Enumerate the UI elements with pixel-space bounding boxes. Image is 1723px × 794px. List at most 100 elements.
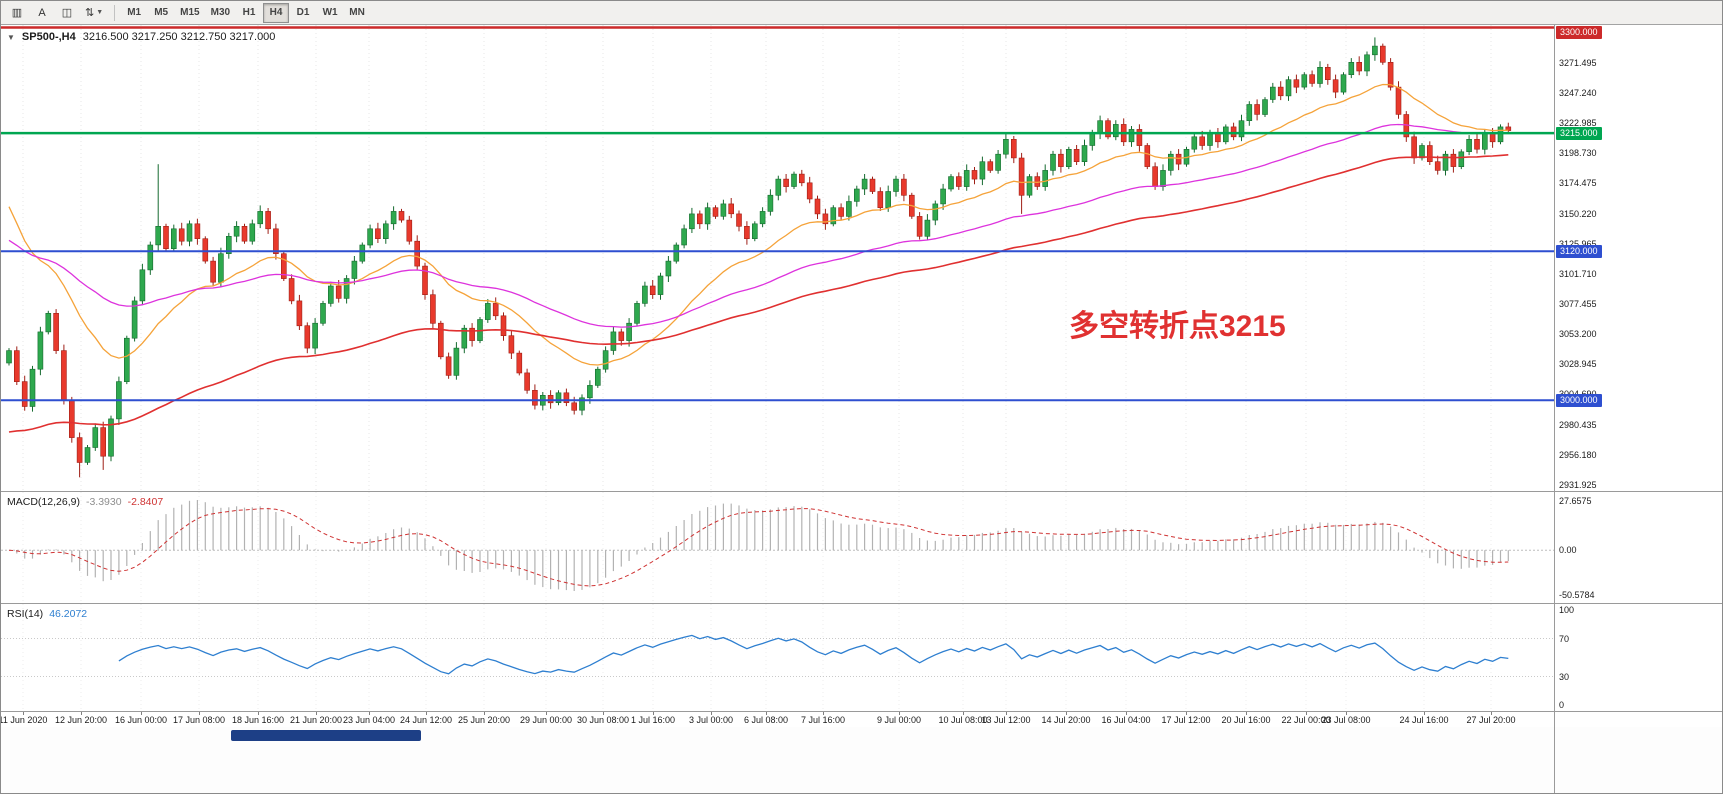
macd-axis-label: 27.6575 — [1559, 496, 1592, 506]
timeframe-button-m1[interactable]: M1 — [121, 3, 147, 23]
time-axis-label: 27 Jul 20:00 — [1466, 715, 1516, 725]
time-axis-label: 17 Jul 12:00 — [1161, 715, 1211, 725]
price-axis-label: 3222.985 — [1559, 118, 1597, 129]
macd-axis-label: -50.5784 — [1559, 590, 1595, 600]
price-axis: 3295.7503271.4953247.2403222.9853198.730… — [1555, 25, 1722, 491]
time-tick — [23, 712, 24, 715]
time-axis-label: 21 Jun 20:00 — [289, 715, 343, 725]
time-tick — [258, 712, 259, 715]
timeframe-button-d1[interactable]: D1 — [290, 3, 316, 23]
time-axis-label: 18 Jun 16:00 — [231, 715, 285, 725]
chart-type-icon[interactable]: ▥ — [5, 3, 29, 23]
time-tick — [711, 712, 712, 715]
text-annotation-icon[interactable]: A — [30, 3, 54, 23]
time-axis: 11 Jun 2020 12 Jun 20:00 16 Jun 00:00 17 Ju… — [1, 711, 1722, 727]
time-axis-label: 23 Jul 08:00 — [1321, 715, 1371, 725]
time-tick — [766, 712, 767, 715]
price-axis-label: 3247.240 — [1559, 88, 1597, 99]
price-axis-label: 3053.200 — [1559, 329, 1597, 340]
time-tick — [963, 712, 964, 715]
time-axis-label: 17 Jun 08:00 — [172, 715, 226, 725]
time-tick — [484, 712, 485, 715]
time-axis-label: 24 Jul 16:00 — [1399, 715, 1449, 725]
crosshair-glyph: ⇅ — [85, 7, 95, 19]
time-tick — [1424, 712, 1425, 715]
time-tick — [1066, 712, 1067, 715]
vertical-grid — [22, 604, 1492, 711]
time-axis-label: 6 Jul 08:00 — [743, 715, 789, 725]
macd-histogram — [16, 500, 1509, 591]
ma-mid-line — [8, 123, 1509, 328]
macd-label: MACD(12,26,9) -3.3930 -2.8407 — [7, 496, 163, 508]
price-axis-label: 2931.925 — [1559, 479, 1597, 490]
time-tick — [369, 712, 370, 715]
rsi-chart[interactable] — [1, 604, 1554, 711]
chevron-down-icon: ▼ — [96, 9, 104, 16]
chart-annotation[interactable]: 多空转折点3215 — [1069, 310, 1286, 343]
time-axis-label: 1 Jul 16:00 — [630, 715, 676, 725]
crosshair-tool-icon[interactable]: ⇅ ▼ — [80, 3, 108, 23]
rsi-axis-label: 100 — [1559, 605, 1575, 615]
time-tick — [316, 712, 317, 715]
time-tick — [1346, 712, 1347, 715]
macd-chart[interactable] — [1, 492, 1554, 603]
time-tick — [823, 712, 824, 715]
time-tick — [1246, 712, 1247, 715]
time-tick — [1491, 712, 1492, 715]
rsi-axis-label: 0 — [1559, 700, 1565, 710]
bottom-scroll-area — [1, 727, 1722, 793]
symbol-timeframe-label: SP500-,H4 — [21, 31, 76, 43]
time-tick — [1186, 712, 1187, 715]
rsi-panel: RSI(14) 46.2072 100 70 30 0 — [1, 603, 1722, 711]
ma-slow-line — [8, 154, 1509, 433]
time-axis-label: 14 Jul 20:00 — [1041, 715, 1091, 725]
time-axis-label: 9 Jul 00:00 — [876, 715, 922, 725]
macd-axis: 27.6575 0.00 -50.5784 — [1555, 492, 1722, 603]
time-tick — [546, 712, 547, 715]
price-tag-3000: 3000.000 — [1556, 393, 1602, 407]
time-axis-label: 20 Jul 16:00 — [1221, 715, 1271, 725]
time-tick — [653, 712, 654, 715]
time-axis-label: 3 Jul 00:00 — [688, 715, 734, 725]
time-tick — [1126, 712, 1127, 715]
timeframe-button-h4[interactable]: H4 — [263, 2, 290, 23]
timeframe-button-m5[interactable]: M5 — [148, 3, 174, 23]
time-axis-label: 16 Jul 04:00 — [1101, 715, 1151, 725]
h-scrollbar-thumb[interactable] — [231, 730, 421, 741]
macd-axis-label: 0.00 — [1559, 545, 1577, 556]
time-tick — [899, 712, 900, 715]
vertical-grid — [22, 25, 1492, 491]
candlestick-chart[interactable] — [1, 25, 1554, 491]
rsi-line — [118, 634, 1509, 675]
collapse-triangle-icon[interactable]: ▼ — [7, 32, 15, 42]
price-axis-label: 3150.220 — [1559, 208, 1597, 219]
template-icon[interactable]: ◫ — [55, 3, 79, 23]
timeframe-button-w1[interactable]: W1 — [317, 3, 343, 23]
macd-signal-value: -2.8407 — [127, 496, 164, 508]
timeframe-button-h1[interactable]: H1 — [236, 3, 262, 23]
price-axis-label: 3101.710 — [1559, 268, 1597, 279]
timeframe-button-mn[interactable]: MN — [344, 3, 370, 23]
macd-value: -3.3930 — [85, 496, 122, 508]
macd-panel: MACD(12,26,9) -3.3930 -2.8407 27.6575 0.0… — [1, 491, 1722, 603]
candle-series — [6, 37, 1512, 478]
rsi-axis-label: 30 — [1559, 671, 1570, 682]
price-tag-3300: 3300.000 — [1556, 26, 1602, 39]
toolbar-separator — [114, 4, 116, 21]
time-tick — [426, 712, 427, 715]
time-axis-label: 13 Jul 12:00 — [981, 715, 1031, 725]
timeframe-button-m15[interactable]: M15 — [175, 3, 204, 23]
main-chart-panel: ▼ SP500-,H4 3216.500 3217.250 3212.750 3… — [1, 25, 1722, 491]
time-axis-label: 24 Jun 12:00 — [399, 715, 453, 725]
price-axis-label: 3028.945 — [1559, 359, 1597, 370]
rsi-axis-label: 70 — [1559, 633, 1570, 644]
vertical-grid — [22, 492, 1492, 603]
time-axis-label: 29 Jun 00:00 — [519, 715, 573, 725]
toolbar: ▥ A ◫ ⇅ ▼ M1 M5 M15 M30 H1 H4 D1 W1 MN — [1, 1, 1722, 25]
macd-name: MACD(12,26,9) — [7, 496, 80, 508]
price-axis-label: 2980.435 — [1559, 419, 1597, 430]
price-axis-label: 3077.455 — [1559, 299, 1597, 310]
timeframe-button-m30[interactable]: M30 — [206, 3, 235, 23]
ohlc-values: 3216.500 3217.250 3212.750 3217.000 — [82, 31, 276, 43]
